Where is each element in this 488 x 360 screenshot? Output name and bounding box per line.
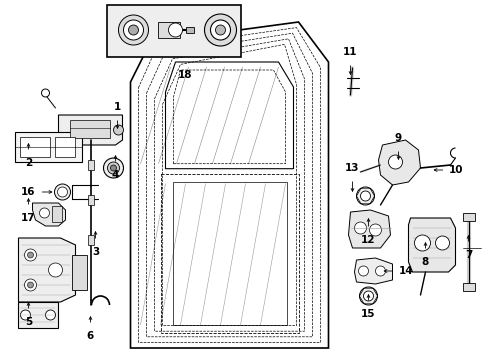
Circle shape <box>359 287 377 305</box>
Circle shape <box>54 184 70 200</box>
Circle shape <box>45 310 55 320</box>
Text: 10: 10 <box>448 165 463 175</box>
Polygon shape <box>348 210 390 248</box>
Circle shape <box>118 15 148 45</box>
Text: 11: 11 <box>343 47 357 57</box>
Circle shape <box>369 224 381 236</box>
Text: 4: 4 <box>112 170 119 180</box>
Text: 9: 9 <box>394 133 401 143</box>
Circle shape <box>204 14 236 46</box>
Circle shape <box>41 89 49 97</box>
Text: 3: 3 <box>92 247 99 257</box>
Bar <box>88 235 94 245</box>
Polygon shape <box>59 115 122 145</box>
Text: 5: 5 <box>25 317 32 327</box>
Circle shape <box>113 125 123 135</box>
Text: 13: 13 <box>345 163 359 173</box>
Circle shape <box>103 158 123 178</box>
Circle shape <box>110 165 116 171</box>
Text: 15: 15 <box>361 309 375 319</box>
Polygon shape <box>19 302 59 328</box>
Polygon shape <box>378 140 420 185</box>
Bar <box>72 255 87 290</box>
Text: 16: 16 <box>21 187 36 197</box>
Bar <box>462 283 473 291</box>
Circle shape <box>375 266 385 276</box>
Text: 17: 17 <box>21 213 36 223</box>
Text: 7: 7 <box>464 250 471 260</box>
Circle shape <box>27 252 34 258</box>
Bar <box>88 160 94 170</box>
Polygon shape <box>32 203 65 226</box>
Text: 12: 12 <box>361 235 375 245</box>
Bar <box>462 213 473 221</box>
Text: 8: 8 <box>421 257 428 267</box>
Text: 2: 2 <box>25 158 32 168</box>
Circle shape <box>20 310 30 320</box>
Circle shape <box>358 266 368 276</box>
Polygon shape <box>354 258 392 284</box>
Circle shape <box>27 282 34 288</box>
Circle shape <box>435 236 448 250</box>
Circle shape <box>360 191 370 201</box>
Circle shape <box>215 25 225 35</box>
Bar <box>55 137 75 157</box>
Bar <box>20 137 50 157</box>
Circle shape <box>354 222 366 234</box>
Bar <box>107 5 240 57</box>
Bar <box>88 195 94 205</box>
Circle shape <box>210 20 230 40</box>
Polygon shape <box>407 218 454 272</box>
Circle shape <box>107 162 119 174</box>
Text: 1: 1 <box>114 102 121 112</box>
Circle shape <box>48 263 62 277</box>
Circle shape <box>356 187 374 205</box>
Bar <box>185 27 193 33</box>
Circle shape <box>414 235 429 251</box>
Circle shape <box>168 23 182 37</box>
Text: 14: 14 <box>398 266 413 276</box>
Bar <box>52 206 62 222</box>
Circle shape <box>363 291 373 301</box>
Circle shape <box>24 249 37 261</box>
Polygon shape <box>19 238 75 302</box>
Circle shape <box>128 25 138 35</box>
Circle shape <box>58 187 67 197</box>
Polygon shape <box>16 132 82 162</box>
Text: 18: 18 <box>178 70 192 80</box>
Bar <box>70 120 110 138</box>
Circle shape <box>40 208 49 218</box>
Circle shape <box>24 279 37 291</box>
Bar <box>157 22 179 38</box>
Circle shape <box>387 155 402 169</box>
Text: 6: 6 <box>87 331 94 341</box>
Circle shape <box>123 20 143 40</box>
